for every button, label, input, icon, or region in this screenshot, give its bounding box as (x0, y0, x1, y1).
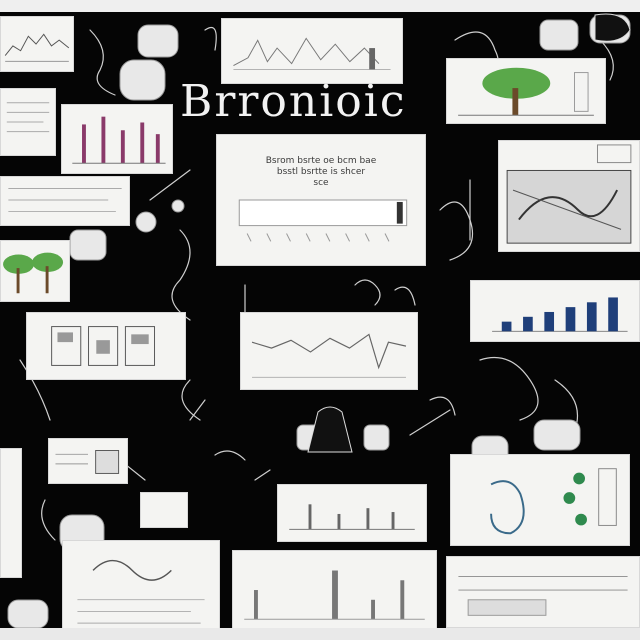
main-chart-heading-line-2: bsstl bsrtte is shcer (276, 167, 366, 177)
panel-table-sketch (26, 312, 186, 380)
panel-bar-chart-left (61, 104, 173, 174)
bar-4 (565, 307, 576, 332)
main-chart-heading-line-3: sce (313, 178, 329, 188)
panel-histogram (277, 484, 427, 542)
panel-small-note (140, 492, 188, 528)
panel-main-chart (216, 134, 426, 266)
bar-chart-svg (492, 297, 628, 332)
panel-line-chart-middle (240, 312, 418, 390)
panel-line-chart-top-left (0, 16, 74, 72)
main-chart-heading-line-1: Bsrom bsrte oe bcm bae (265, 156, 377, 166)
panel-figure-diagram (450, 454, 630, 546)
bar-2 (523, 316, 533, 332)
collage-title: Brronioic (180, 76, 407, 127)
panel-chart-bottom (232, 550, 437, 632)
main-chart-heading: Bsrom bsrte oe bcm bae bsstl bsrtte is s… (226, 156, 416, 189)
panel-text-left (0, 88, 56, 156)
panel-sketch-image (498, 140, 640, 252)
bottom-strip (0, 628, 640, 640)
panel-line-chart-top (221, 18, 403, 84)
panel-text-strip (0, 176, 130, 226)
bar-1 (501, 321, 512, 332)
bar-6 (608, 297, 618, 332)
panel-bar-chart-right (470, 280, 640, 342)
panel-tree-illustration (446, 58, 606, 124)
panel-small-device (48, 438, 128, 484)
panel-trees-left (0, 240, 70, 302)
panel-sketch-bottom-left (62, 540, 220, 632)
panel-edge-left (0, 448, 22, 578)
bar-3 (544, 311, 555, 332)
panel-timeline-bottom-right (446, 556, 640, 628)
top-strip (0, 0, 640, 12)
bar-5 (586, 302, 597, 332)
